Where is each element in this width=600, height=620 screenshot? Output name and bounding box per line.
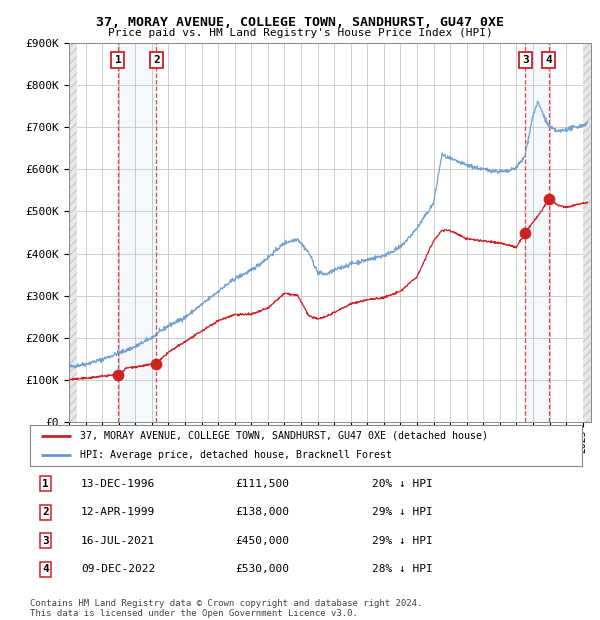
Text: 16-JUL-2021: 16-JUL-2021 (81, 536, 155, 546)
Bar (118, 43, 157, 422)
Point (544, 194, 553, 204)
Text: 4: 4 (545, 55, 552, 65)
Text: 3: 3 (42, 536, 49, 546)
Text: 29% ↓ HPI: 29% ↓ HPI (372, 536, 433, 546)
Text: 09-DEC-2022: 09-DEC-2022 (81, 564, 155, 574)
Text: 12-APR-1999: 12-APR-1999 (81, 507, 155, 517)
Text: 4: 4 (42, 564, 49, 574)
Text: 28% ↓ HPI: 28% ↓ HPI (372, 564, 433, 574)
Text: HPI: Average price, detached house, Bracknell Forest: HPI: Average price, detached house, Brac… (80, 450, 392, 460)
Text: £138,000: £138,000 (235, 507, 289, 517)
Text: £111,500: £111,500 (235, 479, 289, 489)
Text: £450,000: £450,000 (235, 536, 289, 546)
Bar (69, 43, 77, 422)
Text: 2: 2 (42, 507, 49, 517)
Bar (526, 43, 548, 422)
Bar (583, 43, 593, 422)
Text: Price paid vs. HM Land Registry's House Price Index (HPI): Price paid vs. HM Land Registry's House … (107, 28, 493, 38)
Point (113, 370, 122, 379)
Text: 13-DEC-1996: 13-DEC-1996 (81, 479, 155, 489)
Text: 3: 3 (522, 55, 529, 65)
Text: 37, MORAY AVENUE, COLLEGE TOWN, SANDHURST, GU47 0XE: 37, MORAY AVENUE, COLLEGE TOWN, SANDHURS… (96, 16, 504, 29)
Text: Contains HM Land Registry data © Crown copyright and database right 2024.
This d: Contains HM Land Registry data © Crown c… (30, 599, 422, 618)
Text: 20% ↓ HPI: 20% ↓ HPI (372, 479, 433, 489)
Text: 1: 1 (115, 55, 121, 65)
Text: £530,000: £530,000 (235, 564, 289, 574)
Point (521, 228, 530, 237)
Text: 29% ↓ HPI: 29% ↓ HPI (372, 507, 433, 517)
Point (152, 358, 161, 368)
Text: 1: 1 (42, 479, 49, 489)
Text: 2: 2 (153, 55, 160, 65)
Text: 37, MORAY AVENUE, COLLEGE TOWN, SANDHURST, GU47 0XE (detached house): 37, MORAY AVENUE, COLLEGE TOWN, SANDHURS… (80, 430, 488, 441)
